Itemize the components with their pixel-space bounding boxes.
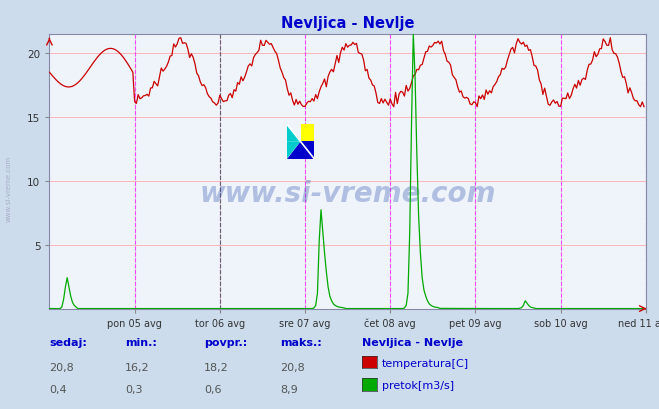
Text: sedaj:: sedaj:	[49, 337, 87, 347]
Text: pretok[m3/s]: pretok[m3/s]	[382, 380, 454, 390]
Polygon shape	[287, 142, 314, 160]
Text: 0,3: 0,3	[125, 384, 143, 394]
Text: min.:: min.:	[125, 337, 157, 347]
Polygon shape	[287, 125, 301, 142]
Text: 0,4: 0,4	[49, 384, 67, 394]
Polygon shape	[301, 125, 314, 142]
Text: Nevljica - Nevlje: Nevljica - Nevlje	[362, 337, 463, 347]
Text: 20,8: 20,8	[280, 362, 305, 372]
Text: www.si-vreme.com: www.si-vreme.com	[200, 180, 496, 208]
Text: povpr.:: povpr.:	[204, 337, 248, 347]
Title: Nevljica - Nevlje: Nevljica - Nevlje	[281, 16, 415, 31]
Text: temperatura[C]: temperatura[C]	[382, 358, 469, 368]
Text: 16,2: 16,2	[125, 362, 150, 372]
Polygon shape	[287, 142, 301, 160]
Text: 20,8: 20,8	[49, 362, 74, 372]
Text: www.si-vreme.com: www.si-vreme.com	[5, 155, 11, 221]
Text: 8,9: 8,9	[280, 384, 298, 394]
Text: 18,2: 18,2	[204, 362, 229, 372]
Text: 0,6: 0,6	[204, 384, 222, 394]
Text: maks.:: maks.:	[280, 337, 322, 347]
